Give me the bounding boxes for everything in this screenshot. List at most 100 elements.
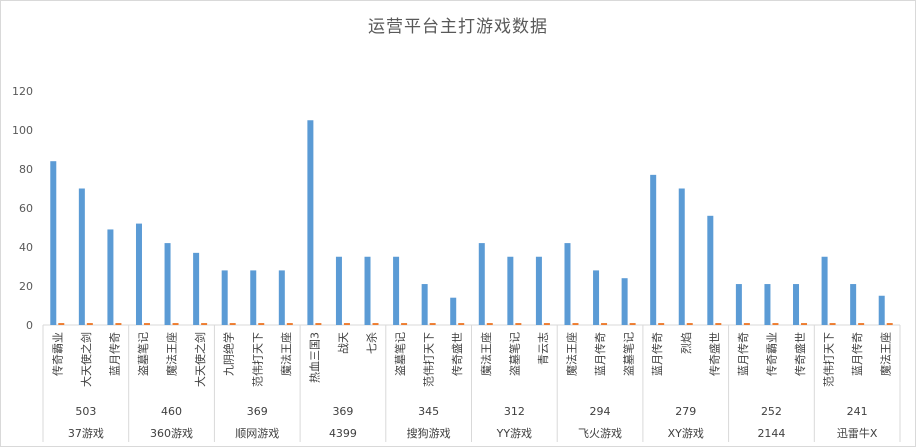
bar-secondary [658,323,665,325]
bar-secondary [601,323,608,325]
category-label: 大天使之剑 [193,332,207,387]
group-total-label: 503 [75,405,96,418]
bar-secondary [201,323,208,325]
bar [107,229,114,325]
category-label: 烈焰 [679,332,693,354]
category-label: 青云志 [537,332,550,365]
bar-secondary [343,323,350,325]
category-label: 七杀 [365,332,379,354]
bar [793,284,800,325]
bar [821,256,828,325]
category-label: 战天 [337,332,350,354]
y-tick-label: 60 [19,202,33,215]
bar [135,223,142,325]
category-label: 传奇盛世 [450,332,464,376]
platform-label: 4399 [329,427,357,440]
platform-label: 迅雷牛X [837,426,878,440]
bar-secondary [686,323,693,325]
category-label: 传奇盛世 [793,332,807,376]
bar-secondary [543,323,550,325]
bar [421,284,428,325]
platform-label: 搜狗游戏 [407,426,451,440]
bar [678,188,685,325]
platform-label: 顺网游戏 [235,427,279,440]
category-label: 大天使之剑 [79,332,93,387]
bar-secondary [143,323,150,325]
group-total-label: 345 [418,405,439,418]
category-label: 蓝月传奇 [651,332,664,376]
bar-secondary [458,323,465,325]
category-label: 盗墓笔记 [622,332,636,376]
bar [621,278,628,325]
category-label: 魔法王座 [479,332,493,376]
bar-secondary [401,323,408,325]
category-label: 范伟打天下 [250,332,264,387]
group-total-label: 279 [675,405,696,418]
bar-secondary [429,323,436,325]
bar [250,270,257,325]
category-label: 传奇霸业 [765,332,778,376]
bar-secondary [86,323,93,325]
group-total-label: 252 [761,405,782,418]
platform-label: XY游戏 [668,427,704,440]
category-label: 魔法王座 [165,332,179,376]
y-tick-label: 80 [19,163,33,176]
platform-label: YY游戏 [496,427,532,440]
bar [307,120,314,325]
bar [593,270,600,325]
group-total-label: 460 [161,405,182,418]
bar [335,256,342,325]
group-total-label: 369 [247,405,268,418]
category-label: 传奇盛世 [707,332,721,376]
bar-secondary [829,323,836,325]
bar [764,284,771,325]
category-label: 盗墓笔记 [507,332,521,376]
category-label: 盗墓笔记 [393,332,407,376]
bar-secondary [515,323,522,325]
bar-secondary [629,323,636,325]
bar [221,270,228,325]
bar-secondary [58,323,65,325]
bar [478,243,485,325]
bar [50,161,57,325]
group-total-label: 369 [332,405,353,418]
bar-secondary [743,323,750,325]
bar-secondary [115,323,122,325]
bar [650,174,657,325]
bar-secondary [801,323,808,325]
category-label: 传奇霸业 [51,332,64,376]
bar-secondary [715,323,722,325]
bar [193,252,200,325]
y-tick-label: 100 [12,124,33,137]
bar-secondary [858,323,865,325]
category-label: 魔法王座 [279,332,293,376]
category-label: 蓝月传奇 [594,332,607,376]
group-total-label: 241 [847,405,868,418]
category-label: 魔法王座 [879,332,893,376]
bar [364,256,371,325]
bar [450,297,457,325]
bar [850,284,857,325]
bar-secondary [772,323,779,325]
category-label: 魔法王座 [564,332,578,376]
category-label: 蓝月传奇 [851,332,864,376]
bar [564,243,571,325]
y-tick-label: 20 [19,280,33,293]
y-tick-label: 40 [19,241,33,254]
bar [164,243,171,325]
group-total-label: 294 [590,405,611,418]
bar-secondary [258,323,265,325]
bar [878,295,885,325]
category-label: 蓝月传奇 [108,332,121,376]
bar [707,215,714,325]
group-total-label: 312 [504,405,525,418]
category-label: 范伟打天下 [822,332,836,387]
platform-label: 2144 [757,427,785,440]
category-label: 热血三国3 [307,332,321,383]
chart-title: 运营平台主打游戏数据 [368,17,548,37]
category-label: 九阴绝学 [222,332,236,376]
category-label: 盗墓笔记 [136,332,150,376]
platform-label: 37游戏 [68,427,104,440]
bar [535,256,542,325]
